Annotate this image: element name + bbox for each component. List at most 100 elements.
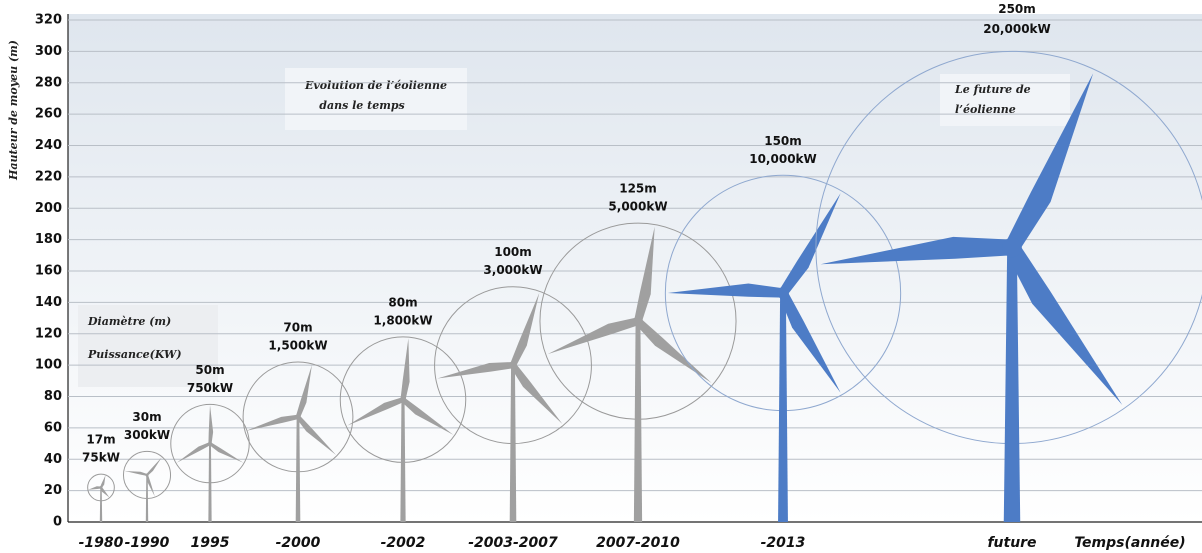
- annotation: Le future de: [954, 83, 1031, 96]
- blade: [88, 486, 102, 490]
- legend-entry: Puissance(KW): [87, 348, 182, 361]
- y-tick-label: 140: [35, 295, 62, 310]
- power-label: 3,000kW: [483, 263, 542, 277]
- y-tick-label: 160: [35, 264, 62, 279]
- diameter-label: 100m: [494, 245, 532, 259]
- blade: [295, 364, 312, 418]
- blade: [510, 363, 563, 425]
- y-tick-label: 100: [35, 358, 62, 373]
- y-tick-label: 220: [35, 169, 62, 184]
- x-tick-label: -2002: [381, 535, 426, 551]
- diameter-label: 250m: [998, 2, 1036, 16]
- y-tick-label: 180: [35, 232, 62, 247]
- power-label: 300kW: [124, 428, 170, 442]
- diameter-label: 80m: [388, 295, 417, 309]
- tower: [295, 416, 301, 522]
- blade: [635, 318, 712, 383]
- blade: [634, 226, 655, 322]
- x-tick-label: -2000: [276, 535, 321, 551]
- tower: [145, 474, 149, 522]
- x-axis-label: Temps(année): [1074, 535, 1185, 551]
- blade: [176, 442, 211, 463]
- x-tick-label: 1995: [191, 535, 230, 551]
- x-tick-label: -1980: [79, 535, 124, 551]
- power-label: 20,000kW: [983, 22, 1051, 36]
- hub: [633, 316, 643, 327]
- x-tick-label: future: [987, 535, 1036, 551]
- hub: [208, 441, 212, 446]
- x-tick-label: -2013: [761, 535, 806, 551]
- y-tick-label: 60: [44, 420, 62, 435]
- y-tick-label: 200: [35, 201, 62, 216]
- annotation: Evolution de l’éolienne: [304, 79, 447, 92]
- legend-entry: Diamètre (m): [87, 315, 171, 328]
- blade: [1005, 242, 1123, 405]
- diameter-label: 30m: [132, 410, 161, 424]
- blade: [208, 405, 214, 444]
- power-label: 10,000kW: [749, 152, 817, 166]
- blade: [510, 292, 540, 367]
- tower: [208, 443, 212, 522]
- blade: [547, 317, 640, 355]
- blade: [146, 457, 162, 476]
- hub: [509, 361, 517, 370]
- blade: [437, 362, 514, 379]
- tower: [633, 321, 643, 522]
- y-tick-label: 300: [35, 44, 62, 59]
- blade: [778, 193, 841, 296]
- tower: [1003, 247, 1021, 522]
- blade: [100, 486, 110, 498]
- tower: [778, 292, 788, 522]
- power-label: 75kW: [82, 451, 120, 465]
- blade: [146, 474, 155, 497]
- diameter-label: 17m: [86, 433, 115, 447]
- hub: [99, 485, 103, 489]
- blade: [400, 338, 410, 400]
- power-label: 1,500kW: [268, 338, 327, 352]
- blade: [100, 475, 106, 488]
- x-tick-label: 2007-2010: [596, 535, 680, 551]
- y-tick-label: 120: [35, 326, 62, 341]
- x-tick-label: -2003-2007: [468, 535, 558, 551]
- blade: [296, 415, 337, 455]
- annotation: dans le temps: [319, 99, 404, 112]
- y-tick-label: 240: [35, 138, 62, 153]
- diameter-label: 50m: [195, 363, 224, 377]
- diameter-label: 125m: [619, 182, 657, 196]
- y-tick-label: 40: [44, 452, 62, 467]
- hub: [777, 287, 789, 299]
- hub: [1002, 237, 1022, 258]
- blade: [778, 290, 841, 393]
- y-tick-label: 280: [35, 75, 62, 90]
- blade: [667, 283, 783, 298]
- y-tick-label: 80: [44, 389, 62, 404]
- diameter-label: 150m: [764, 134, 802, 148]
- blade: [209, 442, 244, 463]
- power-label: 1,800kW: [373, 313, 432, 327]
- blade: [401, 397, 454, 435]
- hub: [295, 414, 301, 420]
- x-tick-label: -1990: [125, 535, 170, 551]
- legend-box: [78, 305, 218, 387]
- tower: [99, 487, 103, 522]
- blade: [1004, 73, 1094, 251]
- power-label: 750kW: [187, 381, 233, 395]
- y-axis-label: Hauteur de moyeu (m): [7, 40, 20, 181]
- blade: [820, 236, 1013, 265]
- y-tick-label: 20: [44, 483, 62, 498]
- annotation: l’éolienne: [955, 103, 1016, 116]
- tower: [400, 399, 406, 522]
- blade: [347, 397, 405, 426]
- annotation-box: [285, 68, 467, 130]
- hub: [399, 396, 407, 403]
- y-tick-label: 0: [53, 515, 62, 530]
- y-tick-label: 260: [35, 107, 62, 122]
- y-tick-label: 320: [35, 13, 62, 28]
- power-label: 5,000kW: [608, 200, 667, 214]
- hub: [145, 473, 149, 477]
- annotation-box: [940, 74, 1070, 126]
- diameter-label: 70m: [283, 320, 312, 334]
- blade: [124, 470, 148, 476]
- blade: [246, 414, 299, 431]
